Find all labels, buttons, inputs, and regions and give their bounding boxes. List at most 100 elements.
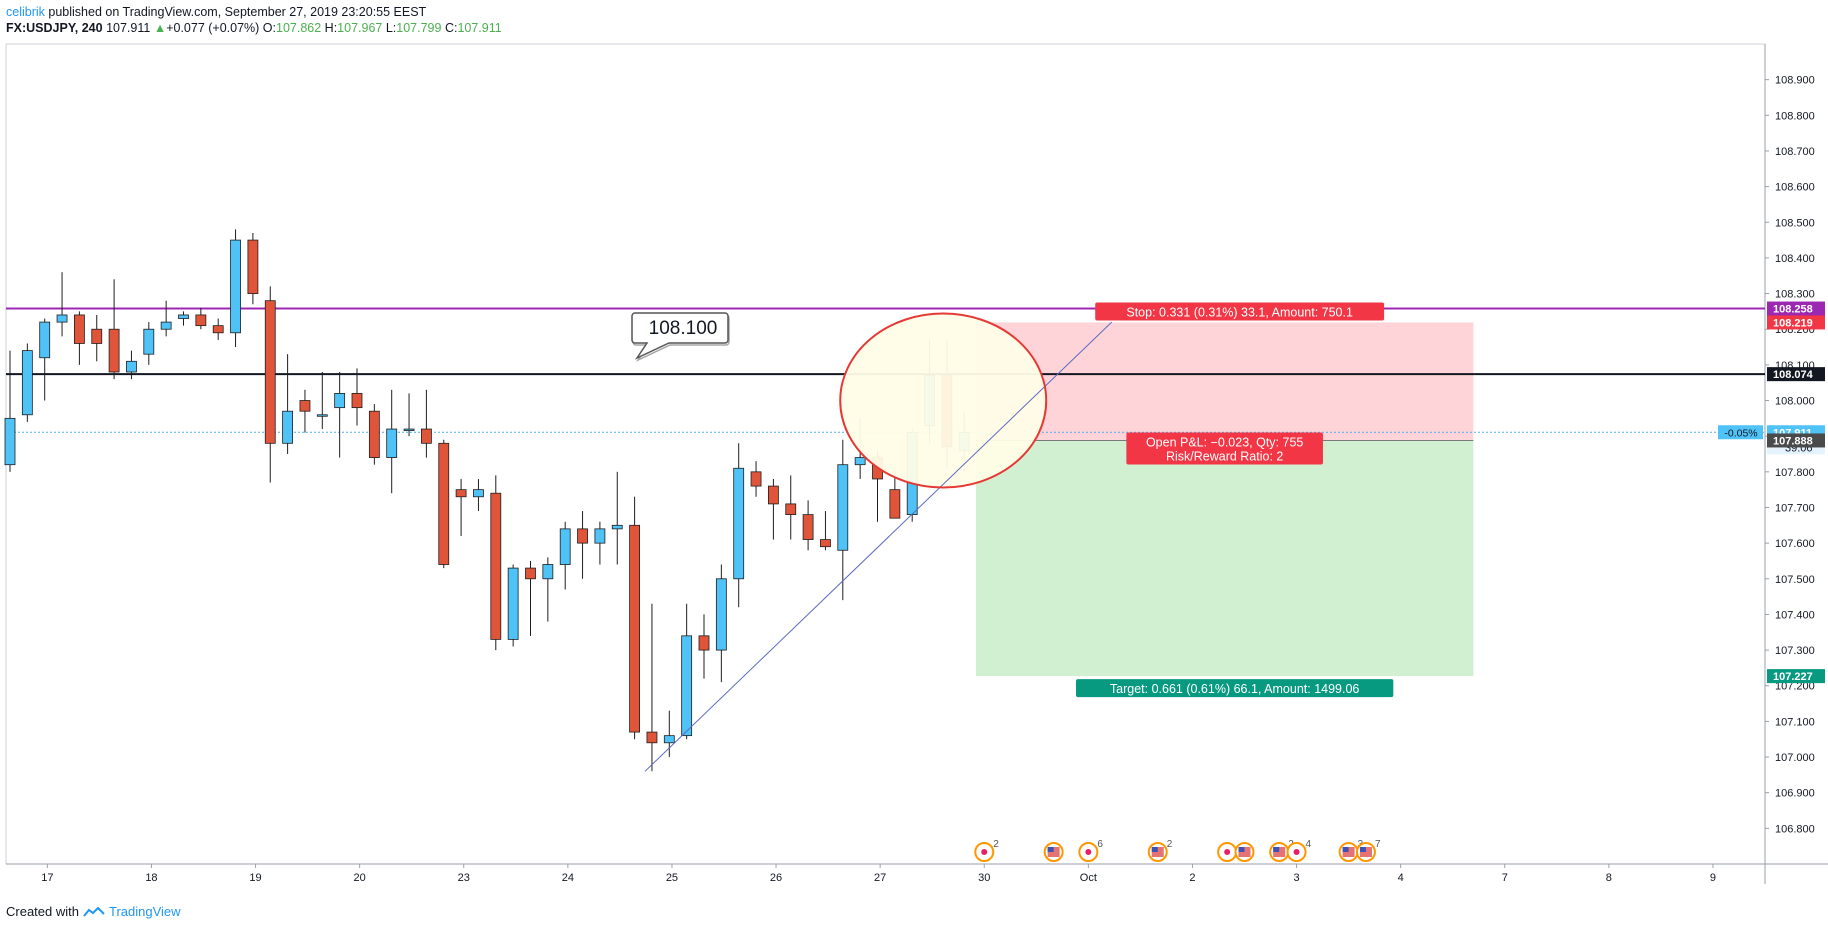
event-count: 7: [1375, 839, 1381, 850]
candle-body: [108, 328, 120, 373]
stop-label-box: [1095, 302, 1385, 321]
author-link[interactable]: celibrik: [6, 5, 45, 19]
candle: [230, 229, 241, 348]
highlight-circle-fill: [840, 313, 1047, 488]
candle: [420, 389, 432, 458]
candle-body: [282, 410, 294, 444]
support-price-tag: 108.074: [1767, 367, 1825, 382]
candle: [455, 478, 467, 536]
pct-change-bg: [1718, 425, 1763, 440]
trendline: [644, 321, 1113, 772]
price-tick-label: 108.500: [1775, 217, 1815, 229]
event-dot-icon: [1085, 849, 1092, 855]
candle-body: [542, 564, 554, 580]
candle: [282, 354, 294, 454]
candle: [108, 279, 120, 380]
candle: [178, 311, 189, 326]
price-tick-label: 107.600: [1775, 538, 1815, 550]
candle-body: [74, 314, 85, 344]
candle-body: [559, 528, 571, 565]
event-marker: [1043, 842, 1064, 862]
candle-body: [577, 528, 588, 544]
event-marker: [1234, 842, 1255, 862]
price-tick-label: 106.800: [1775, 823, 1815, 835]
candle-body: [264, 300, 276, 444]
candle: [91, 314, 103, 362]
entry-price-label: 107.888: [1767, 433, 1825, 448]
event-dot-icon: [1293, 849, 1300, 855]
candle-body: [420, 428, 432, 444]
price-tick-label: 107.200: [1775, 681, 1815, 693]
candle: [316, 372, 328, 430]
target-price-label-text: 107.227: [1773, 671, 1813, 683]
time-tick-label: 3: [1293, 872, 1299, 884]
time-tick-label: 18: [145, 872, 157, 884]
candle: [663, 710, 675, 758]
candle: [646, 603, 658, 772]
price-callout: 108.100: [631, 312, 730, 362]
published-text: published on TradingView.com, September …: [48, 5, 427, 19]
candle: [4, 350, 16, 472]
target-label-text: Target: 0.661 (0.61%) 66.1, Amount: 1499…: [1110, 682, 1360, 696]
time-tick-label: Oct: [1080, 872, 1097, 884]
support-price-tag-bg: [1767, 367, 1825, 382]
price-tick-label: 108.000: [1775, 396, 1815, 408]
pnl-label-text: Open P&L: −0.023, Qty: 755: [1146, 435, 1303, 449]
resistance-price-tag: 108.258: [1767, 301, 1825, 316]
target-price-label-bg: [1767, 669, 1825, 684]
candle: [490, 475, 502, 651]
candle: [126, 350, 137, 380]
candle-body: [334, 392, 346, 409]
price-tick-label: 107.400: [1775, 609, 1815, 621]
candle-body: [368, 410, 380, 458]
position-zones: [975, 322, 1474, 677]
stop-zone: [975, 322, 1474, 441]
candle-body: [715, 578, 727, 651]
candle-body: [143, 328, 155, 355]
target-label: Target: 0.661 (0.61%) 66.1, Amount: 1499…: [1076, 679, 1394, 698]
resistance-price-tag-text: 108.258: [1773, 304, 1813, 316]
drawings: 108.100 Stop: 0.331 (0.31%) 33.1, Amount:…: [631, 302, 1394, 772]
stop-price-label-text: 108.219: [1773, 317, 1813, 329]
time-tick-label: 8: [1606, 872, 1612, 884]
candle-body: [802, 514, 814, 540]
event-dot-icon: [981, 849, 988, 855]
candle-body: [611, 524, 623, 530]
candle: [681, 603, 693, 740]
candle: [143, 322, 155, 365]
time-tick-label: 25: [666, 872, 678, 884]
candle: [74, 311, 85, 365]
target-price-label: 107.227: [1767, 669, 1825, 684]
candle-body: [681, 635, 693, 737]
pct-change-text: -0.05%: [1724, 427, 1757, 439]
time-tick-label: 24: [562, 872, 574, 884]
candle: [715, 564, 727, 683]
candle-body: [351, 392, 363, 409]
candle-body: [525, 567, 536, 580]
price-tick-label: 108.600: [1775, 182, 1815, 194]
event-count: 2: [993, 839, 999, 850]
candle: [802, 500, 814, 551]
high-label: H:: [324, 21, 338, 35]
candle-body: [160, 321, 172, 330]
candle-body: [455, 489, 467, 498]
price-tick-label: 108.400: [1775, 253, 1815, 265]
candle: [386, 389, 398, 494]
candle: [299, 389, 311, 433]
tradingview-brand[interactable]: TradingView: [108, 904, 181, 919]
candle-body: [39, 321, 51, 359]
axes: 106.800 106.900 107.000 107.100 107.200 107.3…: [41, 75, 1825, 884]
candle-body: [594, 528, 606, 544]
callout-text: 108.100: [649, 318, 718, 339]
candle-body: [889, 489, 901, 519]
candle-body: [854, 457, 866, 466]
candle-body: [4, 417, 16, 466]
candle: [403, 393, 415, 437]
target-label-box: [1076, 679, 1394, 698]
candle-body: [663, 735, 675, 744]
candle: [212, 318, 224, 340]
event-count: 2: [1167, 839, 1173, 850]
tradingview-logo-icon: [83, 906, 105, 917]
